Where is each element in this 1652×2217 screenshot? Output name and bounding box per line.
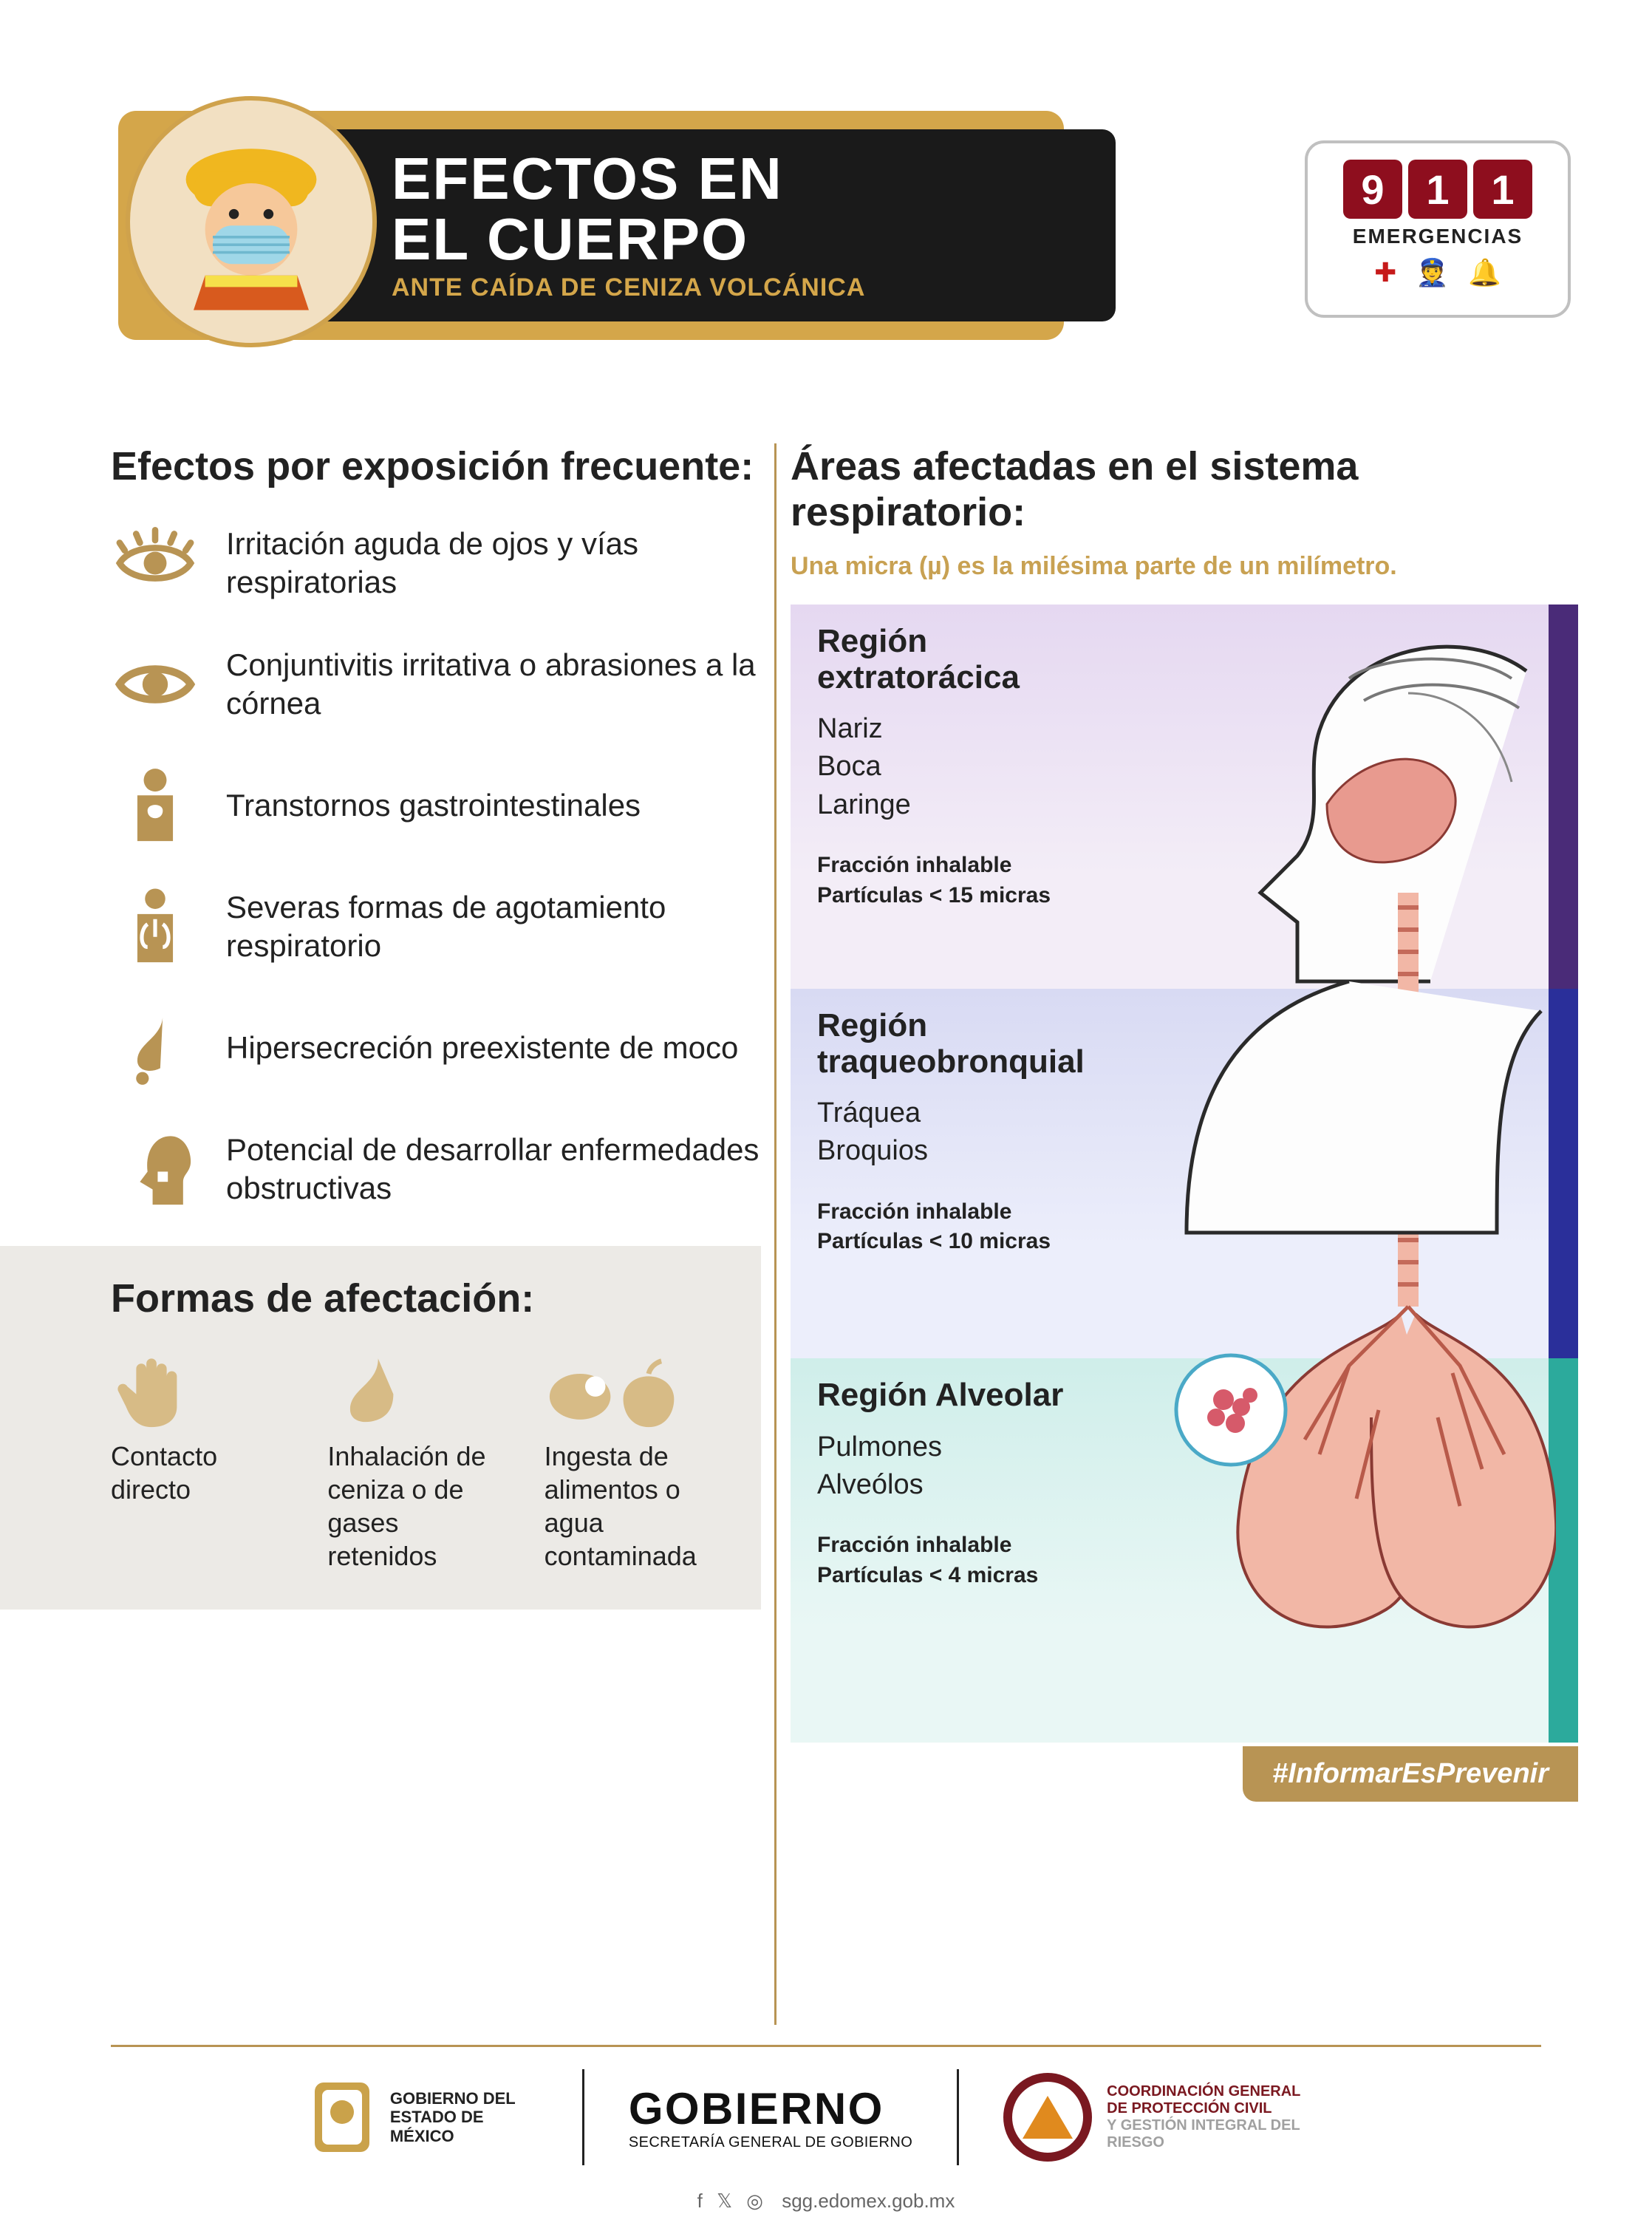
- formas-heading: Formas de afectación:: [111, 1276, 731, 1321]
- accent-bar: [1549, 605, 1578, 989]
- social-icons: f 𝕏 ◎: [697, 2190, 768, 2212]
- effects-heading: Efectos por exposición frecuente:: [111, 443, 761, 489]
- hashtag-banner: #InformarEsPrevenir: [1243, 1746, 1578, 1802]
- region-part: Alveólos: [817, 1466, 1120, 1504]
- head-throat-icon: [111, 1125, 199, 1213]
- effects-column: Efectos por exposición frecuente: Irrita…: [111, 443, 761, 2025]
- footer-url: sgg.edomex.gob.mx: [782, 2190, 955, 2212]
- region-parts: Tráquea Broquios: [817, 1094, 1120, 1171]
- gov-edomex-text: GOBIERNO DEL ESTADO DE MÉXICO: [390, 2089, 538, 2145]
- forma-text: Contacto directo: [111, 1440, 298, 1506]
- region-alveolar: Región Alveolar Pulmones Alveólos Fracci…: [791, 1358, 1578, 1743]
- medical-cross-icon: ✚: [1374, 257, 1396, 288]
- effect-item: Hipersecreción preexistente de moco: [111, 1004, 761, 1092]
- region-part: Laringe: [817, 786, 1120, 824]
- pc-line3: Y GESTIÓN INTEGRAL DEL RIESGO: [1107, 2117, 1343, 2151]
- gobierno-sub: SECRETARÍA GENERAL DE GOBIERNO: [629, 2134, 912, 2151]
- footer-separator: [582, 2069, 584, 2165]
- effect-text: Severas formas de agotamiento respirator…: [226, 888, 761, 966]
- hand-icon: [111, 1344, 298, 1440]
- region-parts: Pulmones Alveólos: [817, 1428, 1120, 1505]
- region-extratoracica: Región extratorácica Nariz Boca Laringe …: [791, 605, 1578, 989]
- accent-bar: [1549, 1358, 1578, 1743]
- region-stack: Región extratorácica Nariz Boca Laringe …: [791, 605, 1578, 1802]
- forma-text: Inhalación de ceniza o de gases retenido…: [327, 1440, 514, 1573]
- forma-text: Ingesta de alimentos o agua contaminada: [545, 1440, 731, 1573]
- forma-item: Ingesta de alimentos o agua contaminada: [545, 1344, 731, 1573]
- header: EFECTOS EN EL CUERPO ANTE CAÍDA DE CENIZ…: [81, 67, 1571, 377]
- alarm-bell-icon: 🔔: [1468, 257, 1501, 288]
- effect-text: Irritación aguda de ojos y vías respirat…: [226, 525, 761, 602]
- proteccion-civil-icon: [1003, 2073, 1092, 2162]
- region-particles: Partículas < 4 micras: [817, 1561, 1120, 1591]
- emergency-icons: ✚ 👮 🔔: [1374, 257, 1501, 288]
- region-traqueobronquial: Región traqueobronquial Tráquea Broquios…: [791, 989, 1578, 1358]
- respiratory-column: Áreas afectadas en el sistema respirator…: [791, 443, 1578, 2025]
- eye-lash-icon: [111, 519, 199, 607]
- emergency-label: EMERGENCIAS: [1353, 225, 1523, 248]
- food-apple-icon: [545, 1344, 731, 1440]
- footer-separator: [957, 2069, 959, 2165]
- region-title: Región extratorácica: [817, 624, 1120, 695]
- region-part: Tráquea: [817, 1094, 1120, 1132]
- firefighter-mask-icon: [126, 96, 377, 347]
- gobierno-word: GOBIERNO: [629, 2083, 912, 2134]
- nose-icon: [327, 1344, 514, 1440]
- region-particles: Partículas < 10 micras: [817, 1227, 1120, 1257]
- emergency-digits: 9 1 1: [1343, 160, 1532, 219]
- footer: GOBIERNO DEL ESTADO DE MÉXICO GOBIERNO S…: [0, 2047, 1652, 2187]
- effect-item: Conjuntivitis irritativa o abrasiones a …: [111, 640, 761, 729]
- digit-9: 9: [1343, 160, 1402, 219]
- effect-text: Potencial de desarrollar enfermedades ob…: [226, 1131, 761, 1208]
- accent-bar: [1549, 989, 1578, 1358]
- stomach-person-icon: [111, 761, 199, 850]
- region-parts: Nariz Boca Laringe: [817, 710, 1120, 824]
- region-part: Pulmones: [817, 1428, 1120, 1466]
- region-title: Región traqueobronquial: [817, 1008, 1120, 1080]
- effect-text: Transtornos gastrointestinales: [226, 786, 641, 825]
- footer-url-bar: f 𝕏 ◎ sgg.edomex.gob.mx: [0, 2190, 1652, 2213]
- region-title: Región Alveolar: [817, 1377, 1120, 1413]
- proteccion-civil-block: COORDINACIÓN GENERAL DE PROTECCIÓN CIVIL…: [1003, 2073, 1343, 2162]
- title-subtitle: ANTE CAÍDA DE CENIZA VOLCÁNICA: [392, 273, 1086, 302]
- nose-drip-icon: [111, 1004, 199, 1092]
- forma-item: Contacto directo: [111, 1344, 298, 1573]
- region-fraction: Fracción inhalable: [817, 851, 1120, 881]
- gobierno-block: GOBIERNO SECRETARÍA GENERAL DE GOBIERNO: [629, 2083, 912, 2151]
- digit-1a: 1: [1408, 160, 1467, 219]
- emergency-911-badge: 9 1 1 EMERGENCIAS ✚ 👮 🔔: [1305, 140, 1571, 318]
- effect-text: Conjuntivitis irritativa o abrasiones a …: [226, 646, 761, 723]
- proteccion-civil-text: COORDINACIÓN GENERAL DE PROTECCIÓN CIVIL…: [1107, 2083, 1343, 2151]
- main-grid: Efectos por exposición frecuente: Irrita…: [111, 443, 1578, 2025]
- column-divider: [774, 443, 776, 2025]
- title-line-1: EFECTOS EN: [392, 149, 1086, 209]
- region-fraction: Fracción inhalable: [817, 1197, 1120, 1227]
- edomex-shield-icon: [309, 2077, 375, 2158]
- effect-item: Severas formas de agotamiento respirator…: [111, 882, 761, 971]
- police-hat-icon: 👮: [1416, 257, 1449, 288]
- forma-item: Inhalación de ceniza o de gases retenido…: [327, 1344, 514, 1573]
- region-part: Boca: [817, 748, 1120, 786]
- formas-section: Formas de afectación: Contacto directo I…: [0, 1246, 761, 1610]
- eye-icon: [111, 640, 199, 729]
- region-particles: Partículas < 15 micras: [817, 881, 1120, 911]
- effect-item: Irritación aguda de ojos y vías respirat…: [111, 519, 761, 607]
- effect-item: Transtornos gastrointestinales: [111, 761, 761, 850]
- title-line-2: EL CUERPO: [392, 209, 1086, 270]
- pc-line1: COORDINACIÓN GENERAL: [1107, 2083, 1343, 2100]
- region-part: Broquios: [817, 1132, 1120, 1170]
- micra-note: Una micra (µ) es la milésima parte de un…: [791, 550, 1578, 582]
- region-part: Nariz: [817, 710, 1120, 748]
- pc-line2: DE PROTECCIÓN CIVIL: [1107, 2100, 1343, 2117]
- respiratory-heading: Áreas afectadas en el sistema respirator…: [791, 443, 1578, 535]
- region-fraction: Fracción inhalable: [817, 1530, 1120, 1561]
- digit-1b: 1: [1473, 160, 1532, 219]
- lungs-person-icon: [111, 882, 199, 971]
- effect-item: Potencial de desarrollar enfermedades ob…: [111, 1125, 761, 1213]
- effect-text: Hipersecreción preexistente de moco: [226, 1029, 738, 1068]
- gov-edomex-block: GOBIERNO DEL ESTADO DE MÉXICO: [309, 2077, 538, 2158]
